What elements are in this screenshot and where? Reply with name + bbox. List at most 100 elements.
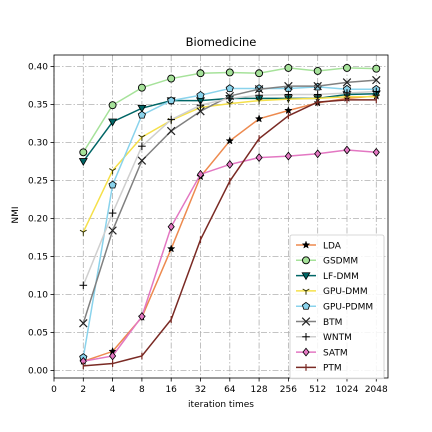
plus-marker [372, 87, 381, 96]
diamond-marker [302, 347, 310, 357]
plus-marker [343, 89, 351, 97]
legend-label: LF-DMM [323, 272, 359, 282]
x-tick-label: 128 [250, 385, 267, 395]
plus-marker [79, 281, 88, 290]
legend-item: PTM [296, 364, 342, 374]
x-tick-label: 256 [280, 385, 297, 395]
legend-item: GPU-DMM [296, 287, 368, 297]
plot-frame [53, 54, 389, 379]
series-gsdmm [79, 63, 381, 157]
legend-label: BTM [323, 318, 342, 328]
triangle-marker [137, 104, 147, 113]
plus-marker [138, 142, 146, 150]
x-marker [284, 81, 293, 91]
diamond-marker [284, 151, 292, 161]
y-axis-label: NMI [11, 206, 21, 223]
series-ptm [82, 96, 377, 370]
series-gpu-pdmm [79, 82, 381, 361]
pentagon-marker [225, 84, 234, 92]
tri-down-marker [138, 134, 146, 141]
circle-marker [255, 69, 264, 78]
tri-down-marker [302, 288, 310, 295]
diamond-marker [343, 145, 351, 155]
legend-label: GSDMM [323, 257, 358, 267]
pentagon-marker [301, 301, 311, 310]
y-tick-label: 0.05 [28, 329, 48, 339]
x-tick-label: 64 [224, 385, 236, 395]
x-tick-label: 512 [309, 385, 326, 395]
circle-marker [196, 69, 205, 78]
plus-marker [284, 90, 293, 99]
tri-down-marker [226, 101, 234, 108]
x-marker [254, 84, 264, 94]
x-marker [79, 319, 88, 328]
diamond-marker [109, 351, 117, 361]
triangle-marker [301, 272, 311, 281]
star-marker [225, 136, 235, 145]
x-tick-label: 1024 [336, 385, 359, 395]
legend-item: WNTM [296, 333, 352, 343]
y-tick-label: 0.25 [28, 177, 48, 187]
star-marker [166, 244, 176, 253]
circle-marker [79, 148, 88, 157]
plus-marker [302, 333, 310, 341]
tri-down-marker [255, 98, 263, 105]
series-layer [78, 63, 381, 370]
x-tick-label: 4 [110, 385, 116, 395]
plus-marker [225, 94, 234, 103]
diamond-marker [255, 153, 263, 163]
legend-item: SATM [296, 347, 348, 358]
x-marker [137, 156, 147, 165]
legend-label: PTM [323, 364, 342, 374]
diamond-marker [138, 311, 146, 321]
circle-marker [284, 63, 293, 72]
x-tick-label: 32 [195, 385, 206, 395]
x-marker [372, 75, 381, 85]
y-tick-label: 0.20 [28, 215, 48, 225]
plus-marker [255, 91, 263, 100]
legend-item: LDA [296, 240, 342, 251]
x-tick-label: 16 [165, 385, 177, 395]
x-tick-label: 2048 [365, 385, 388, 395]
legend-item: BTM [296, 317, 342, 328]
legend-item: GSDMM [296, 256, 358, 267]
legend-label: LDA [323, 241, 342, 251]
legend-label: GPU-PDMM [323, 303, 373, 313]
legend-label: WNTM [323, 333, 352, 343]
x-marker [196, 107, 205, 116]
diamond-marker [196, 169, 205, 179]
plus-marker [167, 115, 175, 124]
circle-marker [302, 256, 310, 265]
pentagon-marker [196, 90, 205, 99]
legend-label: GPU-DMM [323, 287, 368, 297]
series-gpu-dmm [79, 94, 380, 236]
plus-marker [108, 209, 117, 217]
series-wntm [79, 87, 381, 290]
x-marker [342, 78, 352, 87]
x-tick-label: 0 [51, 385, 57, 395]
y-tick-label: 0.15 [28, 253, 48, 263]
x-marker [108, 226, 117, 235]
star-marker [301, 240, 311, 249]
triangle-marker [78, 158, 88, 167]
tri-down-marker [109, 168, 117, 175]
pentagon-marker [137, 110, 146, 119]
axis-ticks: 0.00 0.05 0.10 0.15 0.20 0.25 0.30 0.35 0.40 0 2 4 8… [28, 63, 388, 395]
x-tick-label: 2 [80, 385, 86, 395]
circle-marker [372, 64, 381, 73]
pentagon-marker [167, 96, 176, 105]
y-tick-label: 0.35 [28, 101, 48, 111]
legend: LDA GSDMM LF-DMM GPU-DMM GPU-PDMM BTM WNTM SATM… [289, 234, 385, 380]
plus-marker [313, 90, 322, 99]
diamond-marker [314, 149, 322, 159]
chart-title: Biomedicine [186, 35, 257, 49]
legend-box [289, 234, 385, 380]
legend-item: GPU-PDMM [296, 301, 373, 313]
tri-down-marker [79, 229, 87, 236]
circle-marker [108, 101, 117, 110]
y-tick-label: 0.00 [28, 367, 48, 377]
tri-down-marker [284, 96, 292, 103]
y-tick-label: 0.10 [28, 291, 48, 301]
diamond-marker [167, 222, 175, 232]
